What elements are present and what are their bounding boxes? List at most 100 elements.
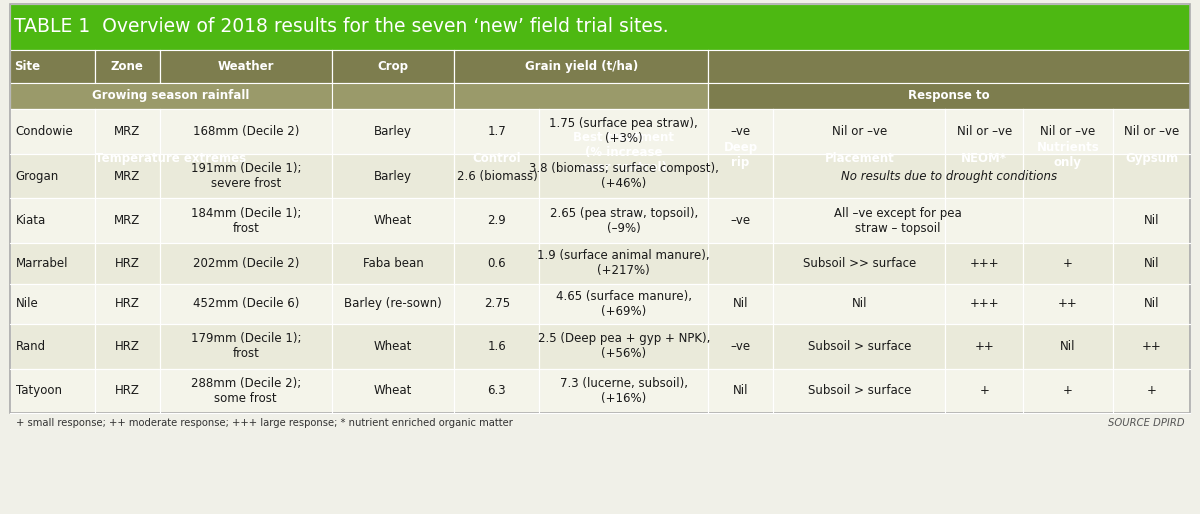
- Bar: [539, 154, 708, 198]
- Bar: [708, 83, 1190, 109]
- Text: 1.9 (surface animal manure),
(+217%): 1.9 (surface animal manure), (+217%): [538, 249, 710, 277]
- Bar: [455, 324, 539, 369]
- Text: +++: +++: [970, 256, 1000, 270]
- Bar: [946, 284, 1022, 324]
- Text: ++: ++: [974, 340, 994, 353]
- Bar: [10, 83, 332, 109]
- Bar: [946, 324, 1022, 369]
- Text: MRZ: MRZ: [114, 125, 140, 138]
- Text: 2.6 (biomass): 2.6 (biomass): [456, 170, 538, 182]
- Bar: [10, 50, 95, 83]
- Text: 288mm (Decile 2);
some frost: 288mm (Decile 2); some frost: [191, 377, 301, 405]
- Bar: [773, 284, 946, 324]
- Text: 7.3 (lucerne, subsoil),
(+16%): 7.3 (lucerne, subsoil), (+16%): [559, 377, 688, 405]
- Text: +: +: [1063, 256, 1073, 270]
- Text: Zone: Zone: [110, 60, 144, 72]
- Bar: [455, 50, 708, 83]
- Bar: [773, 198, 946, 243]
- Text: NEOM*: NEOM*: [961, 152, 1007, 164]
- Text: –ve: –ve: [731, 214, 751, 227]
- Text: HRZ: HRZ: [115, 340, 139, 353]
- Text: –ve: –ve: [731, 340, 751, 353]
- Text: MRZ: MRZ: [114, 170, 140, 182]
- Bar: [455, 243, 539, 284]
- Bar: [1022, 109, 1112, 169]
- Bar: [1112, 324, 1190, 369]
- Bar: [95, 324, 160, 369]
- Bar: [10, 109, 95, 154]
- Text: 191mm (Decile 1);
severe frost: 191mm (Decile 1); severe frost: [191, 162, 301, 190]
- Text: Kiata: Kiata: [16, 214, 46, 227]
- Bar: [160, 369, 332, 413]
- Bar: [95, 154, 160, 198]
- Bar: [946, 243, 1022, 284]
- Text: HRZ: HRZ: [115, 384, 139, 397]
- Text: Barley: Barley: [374, 170, 413, 182]
- Bar: [1022, 284, 1112, 324]
- Bar: [946, 154, 1022, 198]
- Text: Grogan: Grogan: [16, 170, 59, 182]
- Text: Barley: Barley: [374, 125, 413, 138]
- Text: Tatyoon: Tatyoon: [16, 384, 61, 397]
- Bar: [708, 324, 773, 369]
- Text: Nil: Nil: [1144, 297, 1159, 310]
- Text: 184mm (Decile 1);
frost: 184mm (Decile 1); frost: [191, 207, 301, 234]
- Text: Placement: Placement: [824, 152, 894, 164]
- Text: 0.6: 0.6: [487, 256, 506, 270]
- Text: 1.7: 1.7: [487, 125, 506, 138]
- Bar: [160, 324, 332, 369]
- Bar: [455, 83, 708, 109]
- Text: Wheat: Wheat: [374, 340, 413, 353]
- Text: 202mm (Decile 2): 202mm (Decile 2): [192, 256, 299, 270]
- Text: Weather: Weather: [217, 60, 274, 72]
- Bar: [708, 198, 773, 243]
- Bar: [708, 50, 1190, 83]
- Text: +: +: [979, 384, 989, 397]
- Bar: [95, 284, 160, 324]
- Bar: [455, 369, 539, 413]
- Bar: [332, 109, 455, 154]
- Text: Nil: Nil: [733, 384, 749, 397]
- Text: HRZ: HRZ: [115, 297, 139, 310]
- Bar: [160, 50, 332, 83]
- Text: Control: Control: [473, 152, 521, 164]
- Text: 1.6: 1.6: [487, 340, 506, 353]
- Text: Temperature extremes: Temperature extremes: [95, 152, 246, 164]
- Bar: [332, 324, 455, 369]
- Text: 2.75: 2.75: [484, 297, 510, 310]
- Bar: [160, 109, 332, 154]
- Text: Marrabel: Marrabel: [16, 256, 68, 270]
- Bar: [332, 198, 455, 243]
- Text: 4.65 (surface manure),
(+69%): 4.65 (surface manure), (+69%): [556, 290, 691, 318]
- Text: +++: +++: [970, 297, 1000, 310]
- Bar: [1022, 369, 1112, 413]
- Text: Nil or –ve: Nil or –ve: [1124, 125, 1180, 138]
- Bar: [708, 284, 773, 324]
- Bar: [10, 369, 95, 413]
- Bar: [332, 369, 455, 413]
- Bar: [1112, 243, 1190, 284]
- Bar: [708, 109, 773, 169]
- Bar: [95, 243, 160, 284]
- Bar: [539, 324, 708, 369]
- Text: Nutrients
only: Nutrients only: [1037, 140, 1099, 169]
- Text: Site: Site: [14, 60, 41, 72]
- Bar: [332, 109, 455, 169]
- Bar: [946, 198, 1022, 243]
- Text: Barley (re-sown): Barley (re-sown): [344, 297, 442, 310]
- Text: Crop: Crop: [378, 60, 409, 72]
- Bar: [1112, 284, 1190, 324]
- Text: Growing season rainfall: Growing season rainfall: [92, 89, 250, 102]
- Text: Wheat: Wheat: [374, 214, 413, 227]
- Bar: [160, 284, 332, 324]
- Bar: [10, 284, 95, 324]
- Bar: [455, 198, 539, 243]
- Bar: [539, 284, 708, 324]
- Bar: [708, 109, 773, 154]
- Text: +: +: [1147, 384, 1157, 397]
- Bar: [539, 369, 708, 413]
- Bar: [332, 284, 455, 324]
- Bar: [455, 284, 539, 324]
- Bar: [539, 198, 708, 243]
- Bar: [160, 198, 332, 243]
